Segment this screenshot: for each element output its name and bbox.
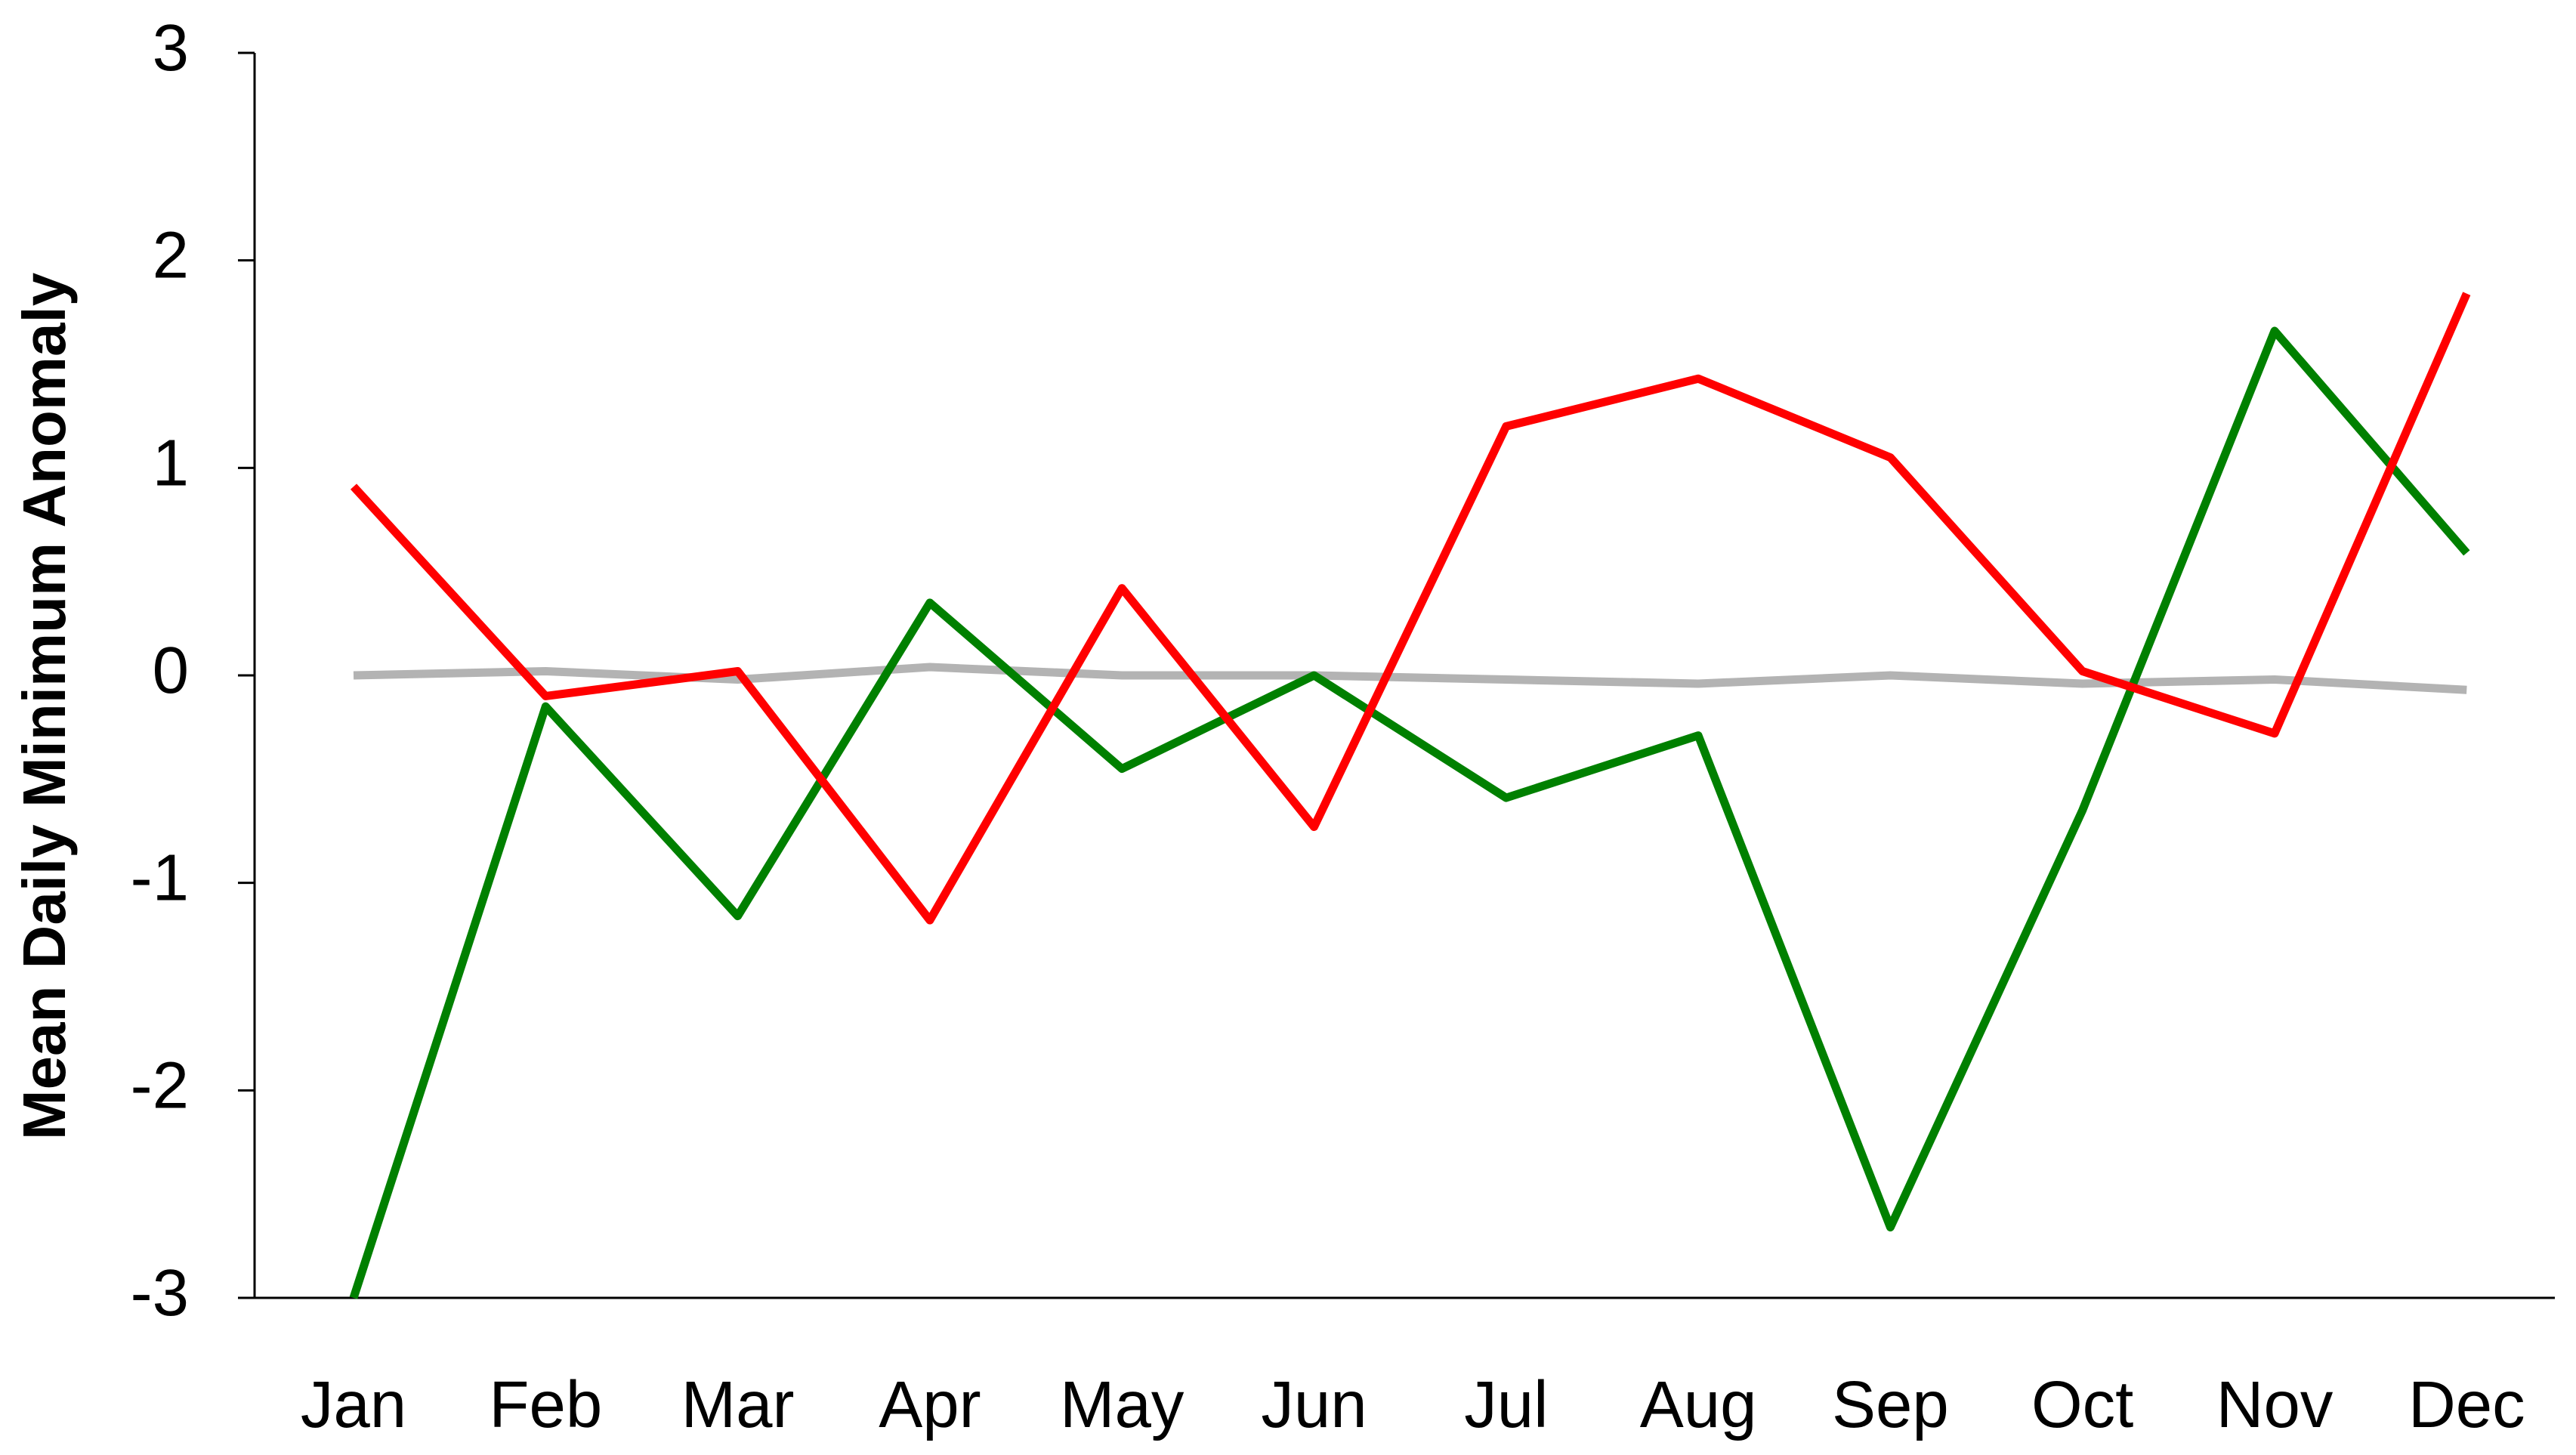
x-tick-label: Jun — [1261, 1368, 1367, 1441]
y-tick-label: 1 — [153, 426, 189, 499]
y-tick-label: 0 — [153, 634, 189, 707]
x-tick-label: Dec — [2408, 1368, 2525, 1441]
x-tick-label: Sep — [1832, 1368, 1949, 1441]
x-tick-label: Jan — [301, 1368, 406, 1441]
x-tick-label: Nov — [2216, 1368, 2334, 1441]
x-tick-label: Jul — [1464, 1368, 1548, 1441]
x-tick-label: May — [1060, 1368, 1185, 1441]
y-tick-label: 3 — [153, 11, 189, 85]
y-tick-label: 2 — [153, 219, 189, 292]
y-axis-title: Mean Daily Minimum Anomaly — [11, 272, 78, 1140]
x-tick-label: Aug — [1640, 1368, 1757, 1441]
y-tick-label: -1 — [131, 842, 189, 915]
x-tick-label: Apr — [879, 1368, 981, 1441]
series-line — [349, 326, 2470, 1299]
x-tick-label: Oct — [2031, 1368, 2133, 1441]
x-tick-label: Mar — [681, 1368, 795, 1441]
x-tick-label: Feb — [489, 1368, 602, 1441]
y-tick-label: -3 — [131, 1256, 189, 1330]
series-line — [350, 292, 2471, 925]
y-tick-label: -2 — [131, 1049, 189, 1122]
